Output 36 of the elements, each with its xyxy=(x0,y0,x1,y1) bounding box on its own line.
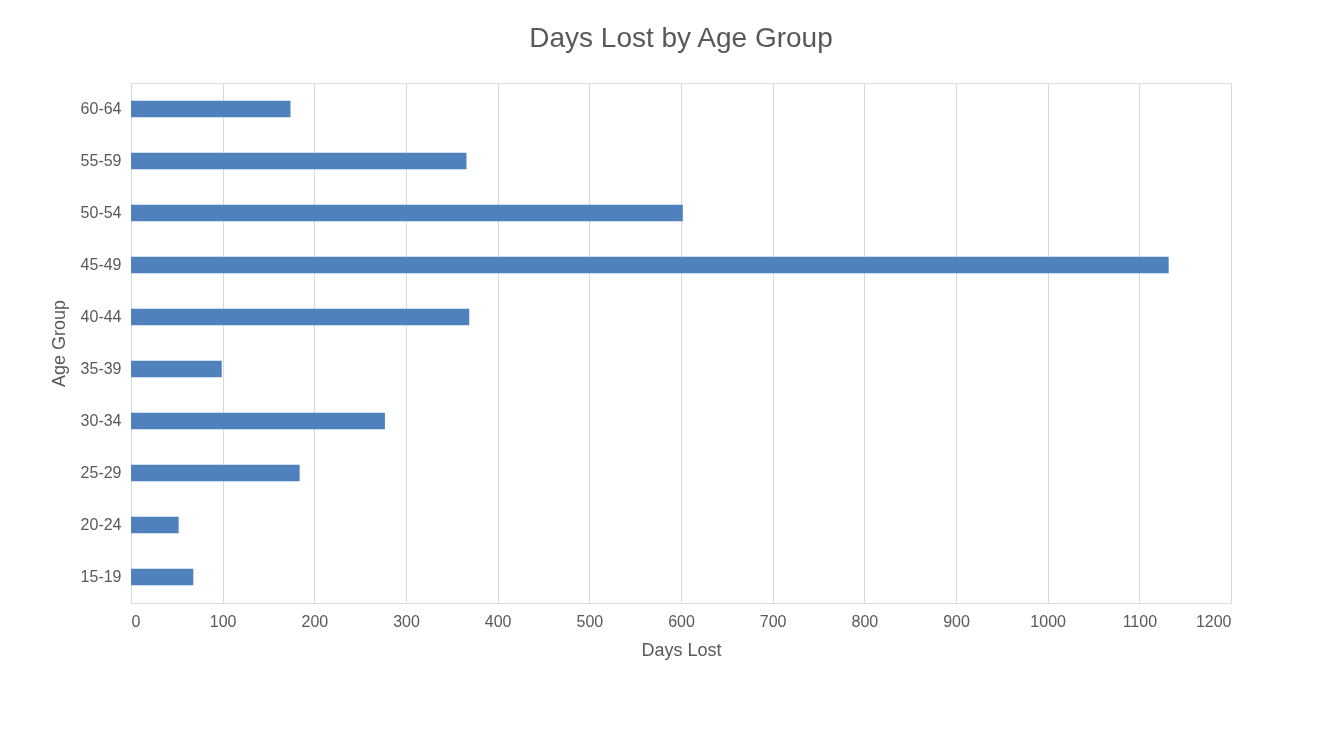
bar xyxy=(131,360,222,378)
x-tick-label: 1200 xyxy=(1195,612,1232,630)
y-tick-label: 35-39 xyxy=(80,360,122,377)
x-tick-label: 500 xyxy=(576,612,604,630)
y-axis-title: Age Group xyxy=(48,299,69,388)
bar xyxy=(131,568,194,586)
y-tick-label: 45-49 xyxy=(80,256,122,273)
x-tick-label: 1000 xyxy=(1030,612,1067,630)
x-axis-title: Days Lost xyxy=(641,639,722,660)
bar xyxy=(131,256,1169,274)
x-tick-label: 200 xyxy=(301,612,329,630)
x-tick-label: 700 xyxy=(759,612,787,630)
y-tick-label: 25-29 xyxy=(80,464,122,481)
bar xyxy=(131,152,467,170)
y-tick-label: 40-44 xyxy=(80,308,122,325)
x-tick-label: 300 xyxy=(393,612,420,630)
bar xyxy=(131,464,300,482)
chart-title: Days Lost by Age Group xyxy=(529,22,833,53)
x-tick-label: 1100 xyxy=(1122,612,1158,630)
bar xyxy=(131,516,179,534)
bar xyxy=(131,412,385,430)
y-tick-label: 30-34 xyxy=(80,412,122,429)
y-tick-label: 20-24 xyxy=(80,516,122,533)
bar xyxy=(131,308,470,326)
y-tick-label: 55-59 xyxy=(80,152,122,169)
x-tick-label: 0 xyxy=(131,612,141,630)
x-tick-label: 100 xyxy=(209,612,237,630)
bar xyxy=(131,204,683,222)
x-tick-label: 800 xyxy=(851,612,879,630)
x-tick-label: 900 xyxy=(943,612,970,630)
y-tick-label: 60-64 xyxy=(80,100,122,117)
x-tick-label: 400 xyxy=(484,612,512,630)
y-tick-label: 50-54 xyxy=(80,204,122,221)
x-tick-label: 600 xyxy=(668,612,695,630)
y-tick-label: 15-19 xyxy=(80,568,122,585)
bar xyxy=(131,100,291,118)
